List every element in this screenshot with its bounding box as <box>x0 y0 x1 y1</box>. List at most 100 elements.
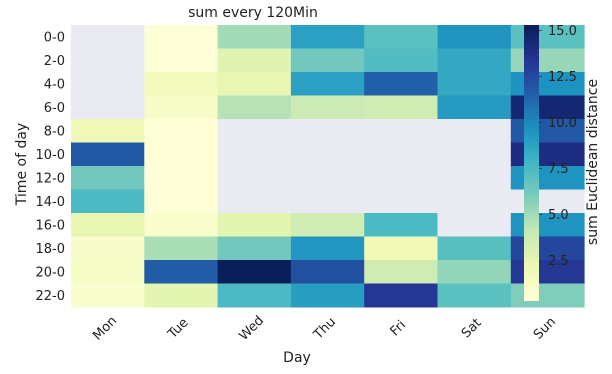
heatmap-cell <box>71 25 145 49</box>
heatmap-cell <box>217 72 292 96</box>
colorbar-gradient <box>524 25 539 301</box>
heatmap-cell <box>290 213 365 237</box>
heatmap-cell <box>290 25 365 49</box>
heatmap-cell <box>364 236 438 261</box>
x-tick-label: Thu <box>310 315 339 344</box>
y-tick-labels: 0-0 2-0 4-0 6-0 8-0 10-0 12-0 14-0 16-0 18-0 20-0 2… <box>35 30 65 304</box>
colorbar-tick-label: 5.0 <box>548 208 569 223</box>
heatmap-cell <box>510 142 585 167</box>
x-tick-label: Fri <box>388 318 410 340</box>
heatmap-cell <box>290 95 365 120</box>
heatmap-cell <box>71 283 145 308</box>
heatmap-cell <box>144 166 219 190</box>
heatmap-cell <box>364 283 438 308</box>
heatmap-cell <box>510 119 585 143</box>
x-axis-label: Day <box>283 350 311 366</box>
heatmap-cell <box>217 48 292 73</box>
x-tick-label: Wed <box>236 313 267 344</box>
heatmap-cell <box>364 95 438 120</box>
heatmap-cell <box>290 283 365 308</box>
heatmap-cell <box>144 95 219 120</box>
heatmap-cell <box>290 189 365 214</box>
heatmap-cell <box>437 283 512 308</box>
x-tick-label: Tue <box>165 315 192 342</box>
heatmap-cell <box>437 142 512 167</box>
heatmap-cell <box>71 236 145 261</box>
y-axis-label: Time of day <box>14 123 30 206</box>
heatmap-cell <box>510 72 585 96</box>
x-tick-labels: Mon Tue Wed Thu Fri Sat Sun <box>90 313 559 344</box>
x-tick-label: Mon <box>90 314 120 344</box>
heatmap-cell <box>144 25 219 49</box>
y-tick-label: 8-0 <box>44 124 65 139</box>
heatmap-cell <box>217 166 292 190</box>
heatmap-cell <box>71 95 145 120</box>
colorbar-tick-label: 10.0 <box>548 116 577 131</box>
heatmap-cell <box>217 25 292 49</box>
colorbar-tick-label: 12.5 <box>548 70 577 85</box>
colorbar-tick-label: 7.5 <box>548 162 569 177</box>
heatmap-cell <box>510 260 585 284</box>
heatmap-cell <box>71 189 145 214</box>
heatmap-cell <box>144 236 219 261</box>
y-tick-label: 0-0 <box>44 30 65 45</box>
heatmap-cell <box>290 166 365 190</box>
y-tick-label: 20-0 <box>35 265 65 280</box>
y-tick-label: 4-0 <box>44 77 65 92</box>
heatmap-cell <box>364 213 438 237</box>
heatmap-cell <box>510 189 585 214</box>
y-tick-label: 14-0 <box>35 195 65 210</box>
heatmap-cell <box>437 213 512 237</box>
heatmap-cell <box>510 48 585 73</box>
heatmap-cell <box>364 119 438 143</box>
heatmap-cell <box>510 95 585 120</box>
heatmap-cell <box>217 283 292 308</box>
y-tick-label: 10-0 <box>35 148 65 163</box>
heatmap-cell <box>437 236 512 261</box>
heatmap-cell <box>510 25 585 49</box>
heatmap-cell <box>144 283 219 308</box>
heatmap-cell <box>144 72 219 96</box>
heatmap-cell <box>437 25 512 49</box>
y-tick-label: 16-0 <box>35 218 65 233</box>
heatmap-cell <box>217 236 292 261</box>
heatmap-cell <box>144 142 219 167</box>
heatmap-cell <box>71 213 145 237</box>
heatmap-cell <box>144 48 219 73</box>
heatmap-cell <box>364 25 438 49</box>
y-tick-label: 22-0 <box>35 289 65 304</box>
heatmap-cells <box>71 25 585 308</box>
heatmap-cell <box>510 213 585 237</box>
heatmap-cell <box>510 283 585 308</box>
heatmap-cell <box>437 48 512 73</box>
heatmap-cell <box>71 260 145 284</box>
heatmap-cell <box>217 213 292 237</box>
heatmap-cell <box>144 260 219 284</box>
heatmap-cell <box>437 166 512 190</box>
heatmap-cell <box>437 189 512 214</box>
heatmap-cell <box>364 166 438 190</box>
heatmap-cell <box>144 119 219 143</box>
heatmap-cell <box>364 260 438 284</box>
heatmap-cell <box>290 260 365 284</box>
chart-title: sum every 120Min <box>188 5 318 21</box>
heatmap-cell <box>290 119 365 143</box>
heatmap-cell <box>71 119 145 143</box>
heatmap-cell <box>217 189 292 214</box>
heatmap-cell <box>217 260 292 284</box>
y-tick-label: 12-0 <box>35 171 65 186</box>
x-tick-label: Sat <box>459 316 485 342</box>
heatmap-cell <box>364 189 438 214</box>
heatmap-cell <box>290 142 365 167</box>
heatmap-cell <box>290 48 365 73</box>
heatmap-cell <box>437 119 512 143</box>
heatmap-cell <box>71 72 145 96</box>
heatmap-cell <box>144 213 219 237</box>
heatmap-cell <box>437 260 512 284</box>
heatmap-cell <box>71 48 145 73</box>
heatmap-cell <box>290 72 365 96</box>
colorbar-tick-label: 15.0 <box>548 24 577 39</box>
heatmap-cell <box>144 189 219 214</box>
heatmap-cell <box>364 142 438 167</box>
